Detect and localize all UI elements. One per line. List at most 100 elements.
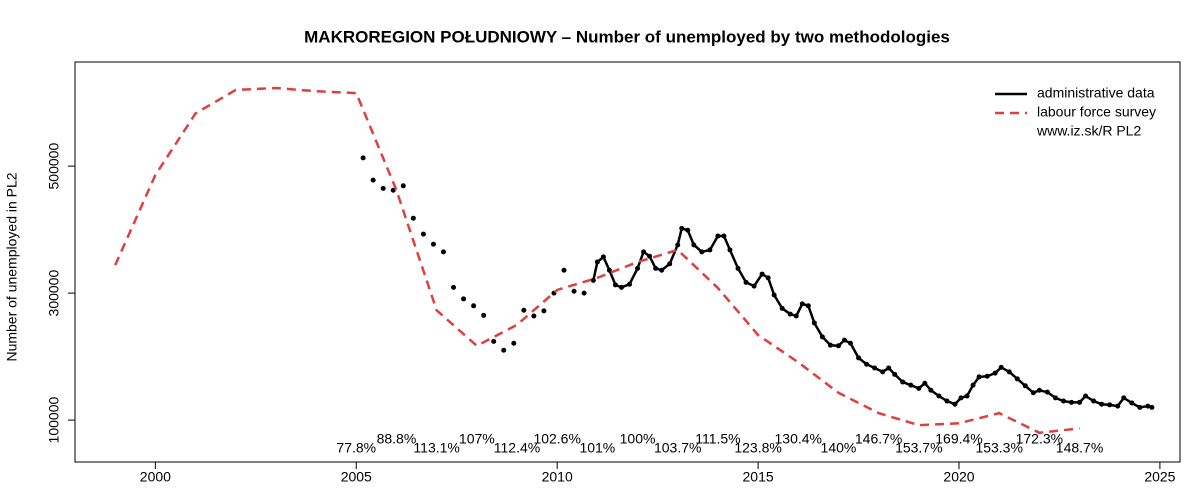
admin-point: [1006, 369, 1012, 375]
admin-point: [715, 233, 721, 239]
lfs-line: [114, 86, 1080, 435]
admin-point: [600, 254, 606, 260]
y-tick-label: 100000: [46, 397, 62, 444]
ratio-label: 169.4%: [935, 431, 982, 447]
admin-point: [1099, 401, 1105, 407]
ratio-label: 172.3%: [1016, 431, 1063, 447]
admin-point: [805, 303, 811, 309]
admin-point: [1014, 376, 1020, 382]
admin-point: [561, 267, 567, 273]
admin-point: [461, 296, 467, 302]
admin-point: [1145, 403, 1151, 409]
admin-point: [481, 312, 487, 318]
admin-point: [440, 249, 446, 255]
admin-point: [727, 247, 733, 253]
admin-point: [958, 395, 964, 401]
admin-point: [659, 267, 665, 273]
admin-point: [992, 370, 998, 376]
y-tick-label: 300000: [46, 270, 62, 317]
admin-point: [872, 365, 878, 371]
x-tick-label: 2005: [341, 469, 372, 485]
ratio-label: 111.5%: [695, 431, 740, 447]
admin-point: [420, 231, 426, 237]
admin-point: [1069, 399, 1075, 405]
admin-point: [1022, 383, 1028, 389]
admin-point: [952, 401, 958, 407]
legend-note: www.iz.sk/R PL2: [1036, 123, 1141, 139]
admin-point: [976, 374, 982, 380]
admin-point: [581, 290, 587, 296]
legend-label: administrative data: [1037, 85, 1155, 101]
admin-point: [451, 284, 457, 290]
admin-point: [735, 265, 741, 271]
admin-point: [1121, 395, 1127, 401]
admin-point: [771, 292, 777, 298]
ratio-label: 130.4%: [775, 431, 822, 447]
admin-point: [944, 398, 950, 404]
admin-point: [922, 380, 928, 386]
ratio-label: 153.7%: [895, 440, 942, 456]
admin-point: [675, 242, 681, 248]
ratio-label: 100%: [620, 431, 656, 447]
x-tick-label: 2000: [140, 469, 171, 485]
admin-point: [612, 282, 618, 288]
chart-title: MAKROREGION POŁUDNIOWY – Number of unemp…: [304, 27, 950, 46]
admin-point: [743, 279, 749, 285]
admin-point: [964, 393, 970, 399]
admin-point: [819, 334, 825, 340]
x-tick-label: 2020: [943, 469, 974, 485]
admin-point: [471, 303, 477, 309]
admin-point: [400, 183, 406, 189]
admin-point: [1083, 393, 1089, 399]
admin-point: [841, 337, 847, 343]
admin-point: [618, 284, 624, 290]
admin-point: [491, 338, 497, 344]
admin-point: [1107, 402, 1113, 408]
admin-point: [856, 355, 862, 361]
legend-label: labour force survey: [1037, 104, 1156, 120]
admin-point: [370, 177, 376, 183]
ratio-label: 113.1%: [413, 440, 459, 456]
x-tick-label: 2025: [1144, 469, 1175, 485]
admin-point: [900, 379, 906, 385]
admin-point: [627, 281, 633, 287]
admin-point: [1060, 398, 1066, 404]
ratio-label: 153.3%: [975, 440, 1022, 456]
admin-point: [998, 364, 1004, 370]
ratio-label: 140%: [821, 440, 857, 456]
admin-point: [1077, 399, 1083, 405]
admin-point: [707, 247, 713, 253]
ratio-label: 101%: [579, 440, 615, 456]
admin-point: [848, 340, 854, 346]
admin-point: [751, 283, 757, 289]
y-axis-label: Number of unemployed in PL2: [4, 172, 20, 361]
admin-point: [1052, 395, 1058, 401]
admin-point: [653, 265, 659, 271]
admin-point: [880, 369, 886, 375]
admin-point: [691, 242, 697, 248]
admin-point: [886, 365, 892, 371]
admin-point: [1129, 400, 1135, 406]
admin-point: [390, 187, 396, 193]
admin-point: [908, 382, 914, 388]
admin-point: [521, 307, 527, 313]
admin-point: [827, 342, 833, 348]
admin-point: [685, 227, 691, 233]
admin-point: [571, 288, 577, 294]
admin-point: [511, 340, 517, 346]
admin-point: [779, 305, 785, 311]
admin-point: [1044, 389, 1050, 395]
admin-point: [864, 361, 870, 367]
admin-point: [1149, 404, 1155, 410]
ratio-label: 146.7%: [855, 431, 902, 447]
admin-point: [765, 275, 771, 281]
admin-point: [1115, 403, 1121, 409]
x-tick-label: 2015: [743, 469, 774, 485]
admin-point: [501, 347, 507, 353]
admin-point: [594, 259, 600, 265]
ratio-label: 107%: [459, 431, 495, 447]
ratio-label: 102.6%: [533, 431, 580, 447]
admin-point: [531, 313, 537, 319]
admin-point: [360, 155, 366, 161]
